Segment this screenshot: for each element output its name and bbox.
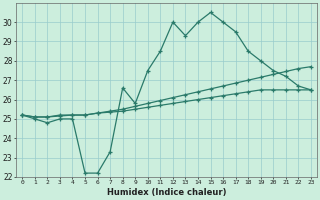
X-axis label: Humidex (Indice chaleur): Humidex (Indice chaleur) [107,188,226,197]
